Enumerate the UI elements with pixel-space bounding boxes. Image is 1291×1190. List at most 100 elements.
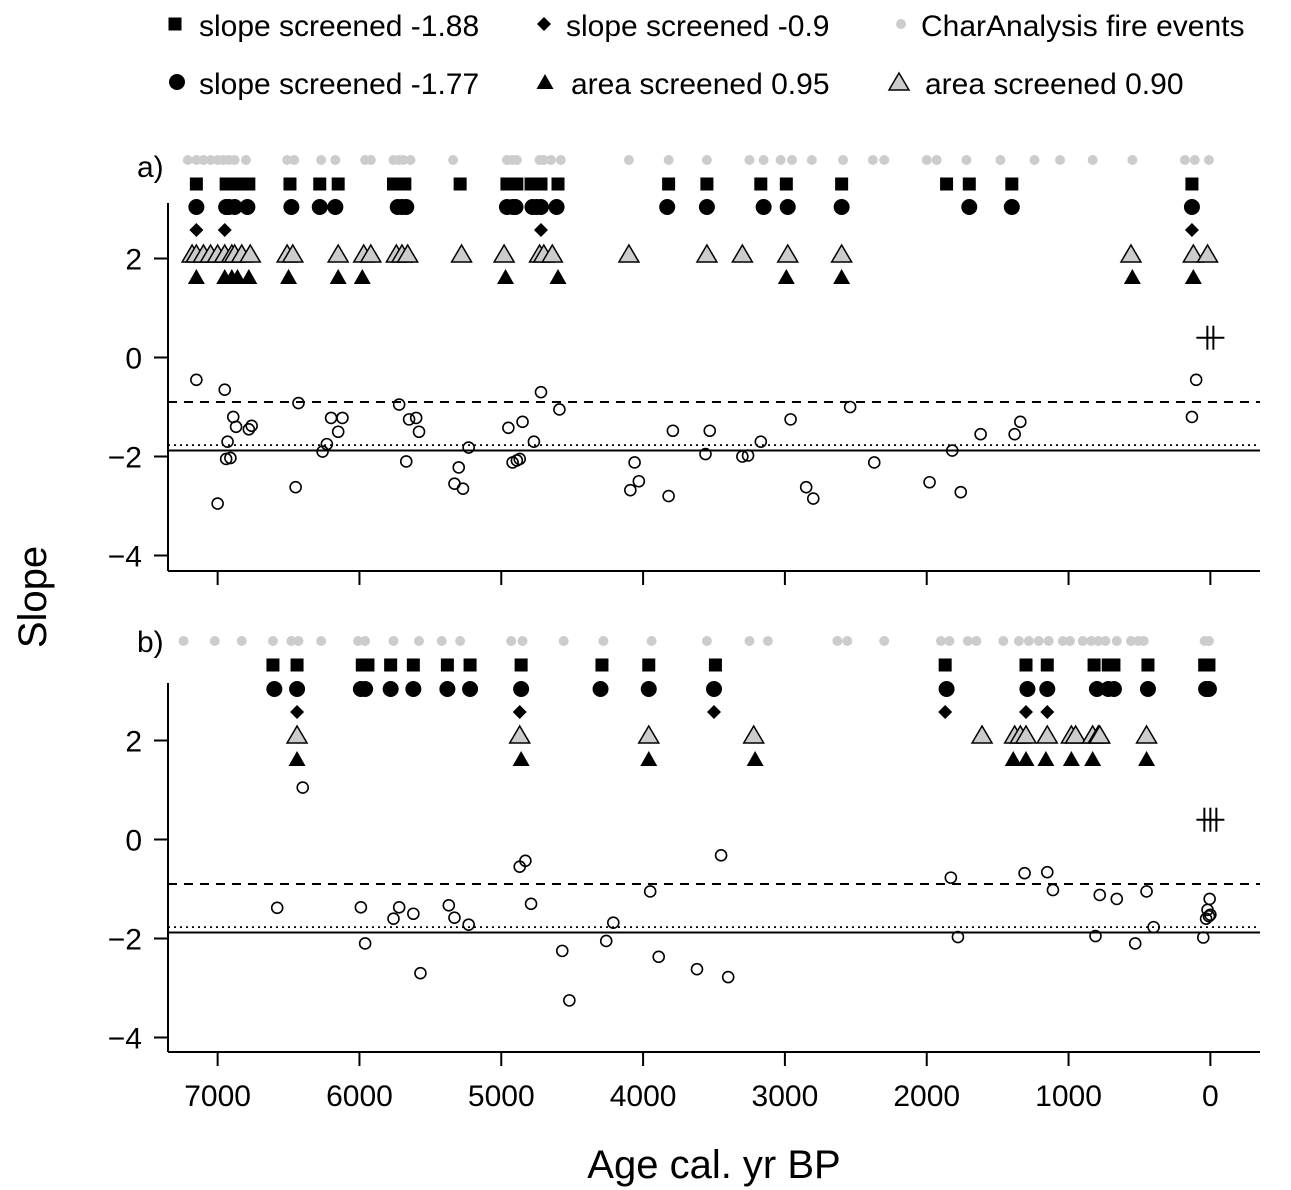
legend-marker-square [168, 17, 182, 31]
marker-triangle [833, 269, 851, 284]
y-tick-label: −4 [108, 541, 142, 574]
fire-event-dot [545, 155, 556, 165]
slope-point [754, 435, 768, 448]
marker-diamond [1019, 705, 1033, 719]
slope-point [1089, 929, 1102, 943]
marker-triangle [1138, 751, 1156, 766]
marker-circle [640, 681, 657, 697]
fire-event-dot [1057, 636, 1068, 646]
marker-square [1005, 177, 1019, 191]
fire-event-dot [663, 155, 674, 165]
marker-circle [938, 681, 955, 697]
marker-square [1040, 658, 1054, 672]
x-tick-label: 3000 [752, 1080, 819, 1113]
fire-event-dot [935, 636, 946, 646]
marker-triangle [549, 269, 567, 284]
fire-event-dot [995, 155, 1006, 165]
fire-event-dot [316, 155, 327, 165]
legend-marker-triangle [536, 74, 554, 89]
marker-diamond [512, 705, 527, 719]
marker-triangle-open [830, 243, 853, 263]
marker-circle [548, 199, 565, 215]
marker-triangle-open [450, 243, 473, 263]
marker-circle [961, 199, 978, 215]
fire-event-dot [867, 155, 878, 165]
slope-point [736, 450, 749, 463]
slope-point [974, 427, 987, 441]
marker-square [962, 177, 976, 191]
slope-point [666, 424, 680, 438]
fire-event-dot [762, 636, 773, 646]
slope-point [392, 398, 406, 411]
marker-triangle-open [637, 724, 661, 744]
marker-triangle-open [1119, 243, 1143, 263]
fire-event-dot [209, 636, 220, 646]
marker-circle [779, 199, 796, 215]
marker-triangle [777, 269, 795, 284]
slope-point [190, 373, 203, 387]
marker-square [779, 177, 793, 191]
slope-point [1189, 373, 1203, 387]
fire-event-dot [1086, 636, 1097, 646]
marker-square [642, 658, 656, 672]
cross-mark [1196, 325, 1225, 350]
marker-triangle [280, 269, 298, 284]
fire-event-dot [405, 155, 416, 165]
fire-event-dot [293, 636, 304, 646]
fire-event-dot [921, 155, 932, 165]
marker-square [331, 177, 345, 191]
marker-diamond [290, 705, 305, 719]
slope-point [944, 871, 958, 884]
slope-point [1196, 931, 1210, 944]
marker-circle [405, 681, 422, 697]
marker-triangle [228, 269, 246, 284]
marker-square [551, 177, 565, 191]
fire-event-dot [646, 636, 657, 646]
legend-marker-diamond [537, 17, 551, 31]
marker-square [453, 177, 467, 191]
marker-square [290, 658, 304, 672]
marker-circle [659, 199, 676, 215]
marker-square [534, 177, 548, 191]
x-tick-label: 1000 [1035, 1080, 1102, 1113]
marker-diamond [533, 223, 548, 237]
slope-point [229, 420, 243, 434]
slope-point [292, 396, 305, 410]
slope-point [1147, 920, 1160, 934]
fire-event-dot [229, 155, 240, 165]
legend-marker-triangle-open [887, 71, 911, 91]
fire-event-dot [838, 155, 849, 165]
fire-event-dot [538, 155, 549, 165]
marker-square [514, 658, 528, 672]
fire-event-dot [1111, 636, 1122, 646]
marker-square [595, 658, 609, 672]
marker-triangle-open [1135, 724, 1158, 744]
fire-event-dot [962, 636, 973, 646]
fire-event-dot [1138, 636, 1149, 646]
slope-point [1008, 427, 1021, 441]
marker-square [510, 177, 524, 191]
fire-event-dot [775, 155, 786, 165]
marker-circle [357, 681, 374, 697]
fire-event-dot [998, 636, 1009, 646]
slope-point [867, 456, 881, 469]
fire-event-dot [365, 155, 376, 165]
y-tick-label: 2 [125, 726, 142, 759]
marker-circle [507, 199, 524, 215]
marker-square [361, 658, 375, 672]
marker-circle [1019, 681, 1036, 697]
slope-point [1199, 912, 1213, 926]
slope-point [534, 385, 548, 399]
marker-triangle-open [285, 724, 309, 744]
slope-point [358, 937, 372, 950]
fire-event-dot [787, 155, 797, 165]
fire-event-dot [558, 636, 569, 646]
legend-label: slope screened -1.88 [199, 10, 479, 43]
fire-event-dot [191, 155, 202, 165]
slope-point [211, 497, 224, 510]
slope-point [513, 452, 527, 466]
marker-circle [289, 681, 306, 697]
slope-point [409, 411, 423, 425]
fire-event-dot [931, 155, 942, 165]
legend-marker-dot [896, 19, 906, 29]
